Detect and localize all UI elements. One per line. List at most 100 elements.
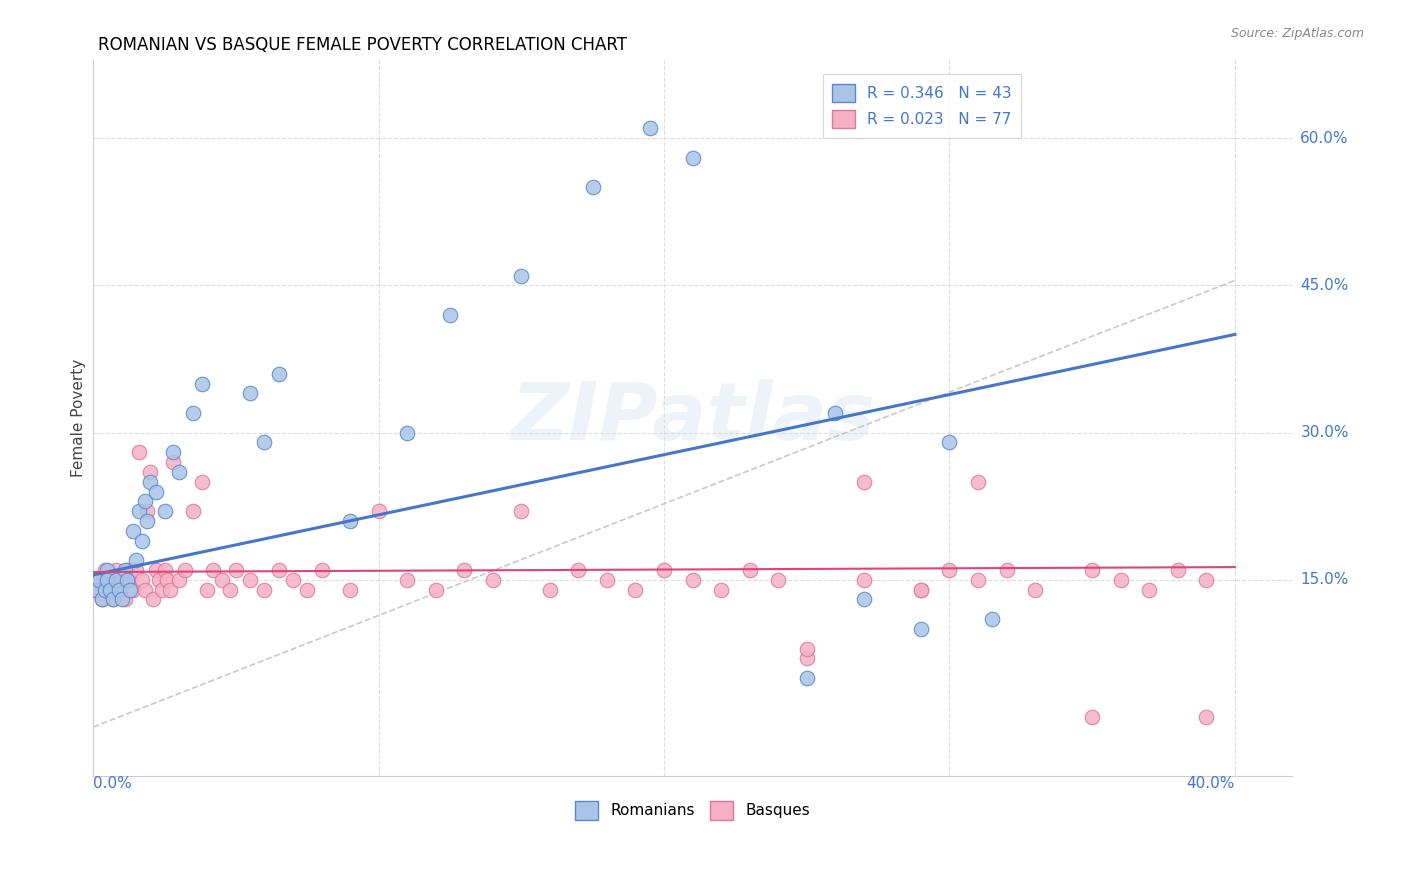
Text: ZIPatlas: ZIPatlas [510, 379, 875, 457]
Point [425, 582, 447, 597]
Point [142, 592, 165, 607]
Point [134, 582, 156, 597]
Point [122, 524, 145, 538]
Point [510, 504, 533, 518]
Point [1137, 582, 1160, 597]
Point [134, 494, 156, 508]
Point [181, 504, 204, 518]
Point [125, 563, 148, 577]
Point [910, 622, 932, 636]
Point [211, 573, 233, 587]
Point [87, 573, 110, 587]
Point [582, 180, 605, 194]
Point [162, 455, 184, 469]
Point [145, 484, 167, 499]
Point [1195, 573, 1218, 587]
Point [195, 582, 218, 597]
Point [538, 582, 561, 597]
Point [852, 475, 875, 489]
Point [96, 582, 118, 597]
Point [682, 573, 704, 587]
Legend: Romanians, Basques: Romanians, Basques [569, 795, 815, 826]
Point [796, 671, 818, 685]
Point [297, 582, 319, 597]
Point [1167, 563, 1189, 577]
Point [824, 406, 846, 420]
Point [145, 563, 167, 577]
Point [481, 573, 503, 587]
Point [156, 573, 179, 587]
Point [1081, 710, 1104, 724]
Point [567, 563, 589, 577]
Point [122, 582, 145, 597]
Point [995, 563, 1018, 577]
Point [453, 563, 475, 577]
Point [136, 514, 159, 528]
Point [153, 563, 176, 577]
Point [852, 573, 875, 587]
Point [219, 582, 242, 597]
Point [624, 582, 647, 597]
Point [131, 573, 153, 587]
Point [766, 573, 789, 587]
Point [339, 514, 361, 528]
Point [682, 151, 704, 165]
Point [796, 651, 818, 665]
Point [311, 563, 333, 577]
Point [108, 582, 131, 597]
Point [190, 376, 212, 391]
Point [267, 563, 290, 577]
Point [367, 504, 389, 518]
Point [125, 553, 148, 567]
Point [281, 573, 304, 587]
Point [738, 563, 761, 577]
Point [938, 563, 960, 577]
Point [181, 406, 204, 420]
Point [96, 563, 118, 577]
Point [90, 592, 112, 607]
Point [510, 268, 533, 283]
Point [596, 573, 619, 587]
Point [910, 582, 932, 597]
Point [167, 573, 190, 587]
Point [938, 435, 960, 450]
Point [167, 465, 190, 479]
Point [131, 533, 153, 548]
Point [120, 573, 142, 587]
Y-axis label: Female Poverty: Female Poverty [72, 359, 86, 477]
Point [96, 573, 118, 587]
Point [967, 573, 990, 587]
Point [439, 308, 461, 322]
Text: ROMANIAN VS BASQUE FEMALE POVERTY CORRELATION CHART: ROMANIAN VS BASQUE FEMALE POVERTY CORREL… [98, 36, 627, 54]
Point [93, 582, 115, 597]
Point [253, 582, 276, 597]
Point [139, 465, 162, 479]
Point [84, 582, 107, 597]
Point [1024, 582, 1046, 597]
Point [239, 573, 262, 587]
Text: 15.0%: 15.0% [1301, 573, 1348, 587]
Point [796, 641, 818, 656]
Point [114, 563, 136, 577]
Point [981, 612, 1004, 626]
Point [267, 367, 290, 381]
Point [139, 475, 162, 489]
Point [1195, 710, 1218, 724]
Point [339, 582, 361, 597]
Point [98, 582, 121, 597]
Point [190, 475, 212, 489]
Point [1109, 573, 1132, 587]
Point [117, 573, 139, 587]
Point [90, 592, 112, 607]
Point [396, 573, 419, 587]
Point [710, 582, 733, 597]
Point [638, 121, 661, 136]
Point [111, 592, 134, 607]
Text: 30.0%: 30.0% [1301, 425, 1348, 440]
Text: 0.0%: 0.0% [93, 776, 132, 791]
Point [93, 563, 115, 577]
Point [162, 445, 184, 459]
Point [136, 504, 159, 518]
Text: 60.0%: 60.0% [1301, 130, 1348, 145]
Point [173, 563, 195, 577]
